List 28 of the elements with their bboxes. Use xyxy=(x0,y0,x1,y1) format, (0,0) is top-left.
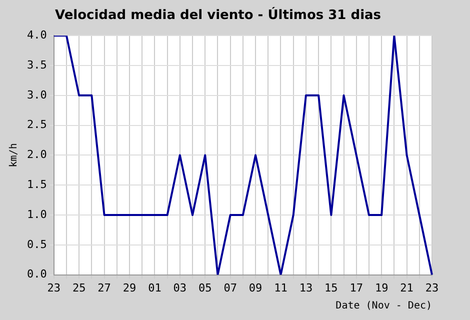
y-tick-label: 1.0 xyxy=(26,208,47,221)
x-tick-label: 23 xyxy=(425,281,439,294)
y-tick-label: 0.5 xyxy=(26,238,47,251)
x-tick-label: 03 xyxy=(173,281,187,294)
x-tick-label: 13 xyxy=(299,281,313,294)
x-tick-label: 29 xyxy=(122,281,136,294)
y-tick-label: 0.0 xyxy=(26,268,47,281)
chart-title: Velocidad media del viento - Últimos 31 dias xyxy=(54,6,382,24)
x-axis-title: Date (Nov - Dec) xyxy=(336,300,432,312)
y-tick-label: 3.5 xyxy=(26,58,47,72)
x-tick-label: 05 xyxy=(198,281,212,294)
x-tick-label: 17 xyxy=(350,281,363,294)
y-axis-title: km/h xyxy=(8,143,20,168)
x-tick-label: 11 xyxy=(274,281,288,294)
y-tick-label: 2.0 xyxy=(26,148,47,162)
x-tick-label: 19 xyxy=(374,281,388,294)
x-tick-label: 27 xyxy=(98,281,111,294)
y-tick-label: 2.5 xyxy=(26,118,47,132)
x-tick-label: 15 xyxy=(324,281,338,294)
x-tick-label: 01 xyxy=(148,281,162,294)
x-tick-label: 07 xyxy=(224,281,237,294)
x-tick-label: 09 xyxy=(248,281,262,294)
x-tick-label: 25 xyxy=(72,281,86,294)
y-tick-label: 1.5 xyxy=(26,178,47,191)
x-tick-label: 23 xyxy=(47,281,60,294)
y-tick-label: 3.0 xyxy=(26,88,47,102)
x-tick-label: 21 xyxy=(400,281,414,294)
y-tick-label: 4.0 xyxy=(26,28,47,42)
